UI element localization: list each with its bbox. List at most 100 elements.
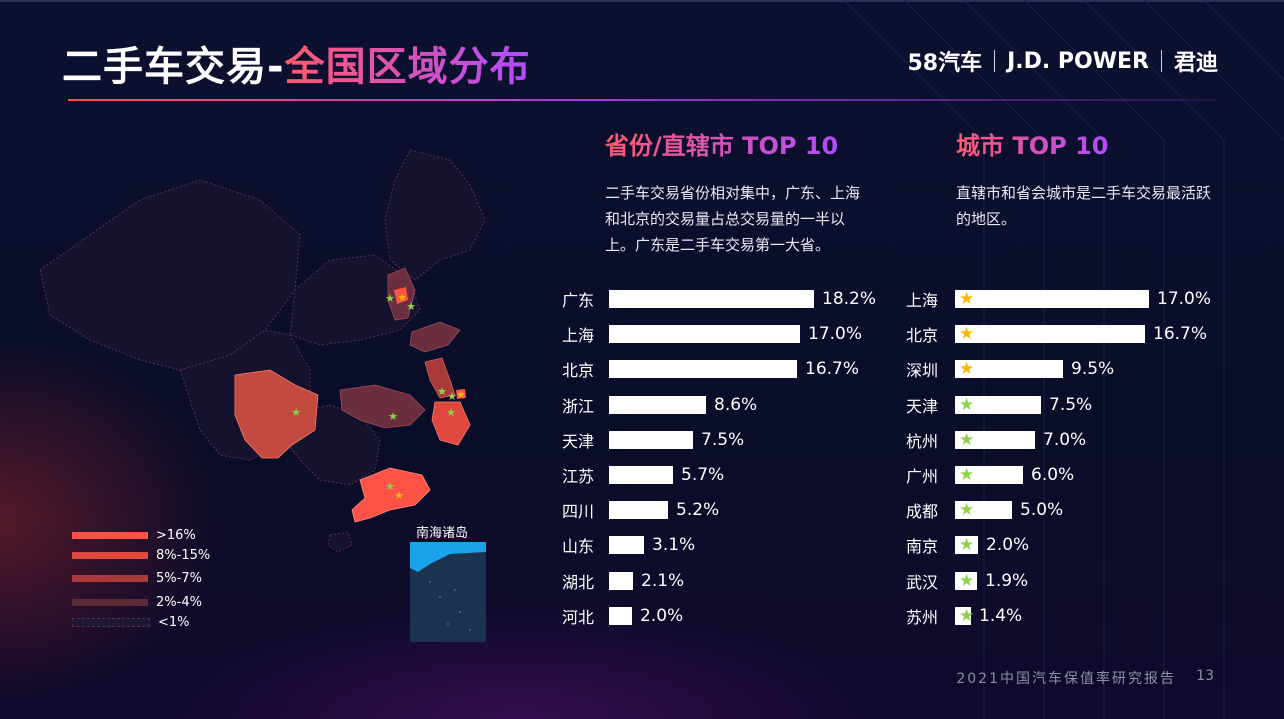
city-bar: ★ [955,500,1012,520]
star-icon: ★ [406,300,416,313]
legend-item: 2%-4% [72,595,202,610]
city-value-label: 7.5% [1049,394,1093,415]
province-bar-row: 湖北 2.1% [562,570,684,592]
title-underline [68,99,1216,101]
province-category-label: 湖北 [562,572,595,592]
province-category-label: 天津 [562,431,595,451]
city-value-label: 5.0% [1020,500,1064,521]
city-category-label: 深圳 [906,361,939,381]
logo-jd-power: J.D. POWER [1007,48,1149,74]
city-bar-row: 深圳 ★ 9.5% [906,358,1114,380]
star-icon: ★ [437,385,447,398]
province-bar [609,606,632,625]
legend-label: 5%-7% [156,570,202,586]
province-value-label: 3.1% [652,535,696,556]
province-value-label: 16.7% [805,359,860,380]
province-bar-row: 河北 2.0% [562,605,683,627]
page-title-main: 二手车交易- [62,44,285,90]
star-icon: ★ [959,465,975,485]
city-value-label: 6.0% [1031,465,1075,485]
map-beijing [394,287,408,304]
star-icon: ★ [959,570,975,591]
background-decoration [843,0,1284,719]
china-map: ★ ★ ★ ★ ★ ★ ★ ★ ★ ★ ★ [39,149,486,553]
province-value-label: 5.2% [676,500,720,521]
legend-label: >16% [156,527,196,543]
legend-swatch [72,617,150,627]
city-bar-row: 上海 ★ 17.0% [906,288,1211,310]
province-bar-row: 江苏 5.7% [562,464,724,486]
star-icon: ★ [959,605,975,626]
map-northeast [384,149,486,281]
province-category-label: 四川 [562,502,595,522]
star-icon: ★ [959,429,975,450]
city-value-label: 1.4% [979,605,1023,626]
province-chart-description: 二手车交易省份相对集中，广东、上海和北京的交易量占总交易量的一半以上。广东是二手… [605,184,861,254]
map-guangdong [351,467,431,523]
city-category-label: 上海 [906,291,939,310]
province-bar [609,325,800,344]
logo-divider [994,50,996,72]
legend-swatch [72,531,148,539]
province-value-label: 8.6% [714,394,758,415]
map-shandong [409,321,461,353]
city-chart-title: 城市 TOP 10 [956,126,1108,161]
star-icon: ★ [447,390,457,403]
city-category-label: 杭州 [906,431,939,451]
south-china-sea-inset [410,542,486,642]
city-bar: ★ [955,570,977,591]
province-value-label: 2.1% [641,570,685,591]
legend-label: <1% [158,614,190,630]
map-zhejiang [431,401,471,446]
city-value-label: 2.0% [986,535,1030,556]
city-category-label: 武汉 [906,572,939,592]
map-shanghai [456,389,466,399]
province-bar [609,501,668,520]
map-northwest [39,179,301,371]
legend-item: <1% [72,614,190,630]
city-value-label: 7.0% [1043,429,1087,450]
legend-item: 5%-7% [72,570,202,586]
city-category-label: 南京 [906,537,939,557]
province-bar-row: 上海 17.0% [562,323,862,345]
city-bar-row: 天津 ★ 7.5% [906,394,1092,416]
city-category-label: 苏州 [906,607,939,627]
star-icon: ★ [446,406,456,419]
city-bar: ★ [955,289,1149,309]
star-icon: ★ [385,292,395,305]
star-icon: ★ [456,388,466,401]
legend-item: >16% [72,527,196,543]
page-title: 二手车交易-全国区域分布 [62,34,531,92]
city-category-label: 广州 [906,467,939,486]
star-icon: ★ [959,394,975,415]
star-icon: ★ [385,480,395,493]
city-bar: ★ [955,429,1035,450]
star-icon: ★ [388,410,398,423]
province-value-label: 7.5% [701,429,745,450]
city-category-label: 天津 [906,396,939,416]
city-value-label: 16.7% [1153,324,1208,345]
city-bar: ★ [955,465,1023,485]
page-title-highlight: 全国区域分布 [284,44,531,90]
province-value-label: 17.0% [808,324,863,345]
city-bar-row: 武汉 ★ 1.9% [906,570,1028,592]
star-icon: ★ [959,535,975,556]
legend-swatch [72,574,148,582]
province-value-label: 2.0% [640,605,684,626]
inset-label: 南海诸岛 [416,526,469,541]
star-icon: ★ [959,289,975,309]
city-bar: ★ [955,394,1041,415]
city-bar-row: 北京 ★ 16.7% [906,323,1207,345]
logo-group: 58汽车 J.D. POWER 君迪 [907,46,1218,77]
province-category-label: 广东 [562,291,595,310]
province-category-label: 山东 [562,537,595,557]
province-bar-row: 浙江 8.6% [562,394,757,416]
city-bar-row: 苏州 ★ 1.4% [906,605,1022,627]
city-bar: ★ [955,359,1063,379]
map-north-central [289,254,421,346]
map-jiangsu [424,357,456,399]
logo-divider [1160,50,1162,72]
city-category-label: 成都 [906,502,939,522]
city-value-label: 17.0% [1157,289,1212,309]
